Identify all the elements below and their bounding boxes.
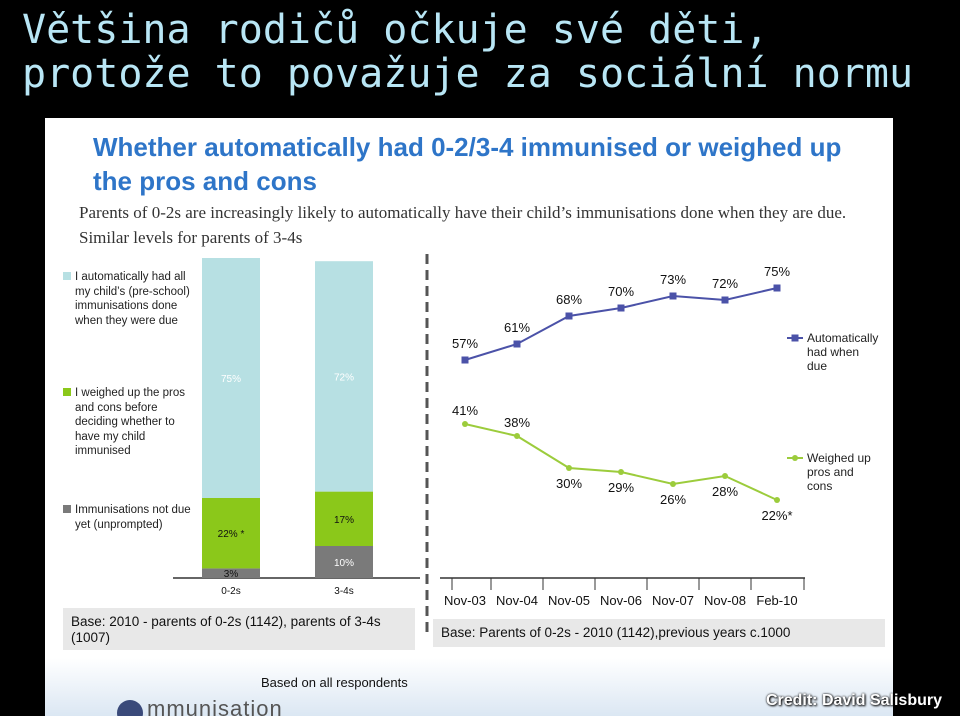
legend-swatch-not-due <box>63 505 71 513</box>
line-data-label: 72% <box>712 276 738 291</box>
base-note-left: Base: 2010 - parents of 0-2s (1142), par… <box>63 608 415 650</box>
line-legend-label-part: had when <box>807 345 859 359</box>
line-point <box>462 421 468 427</box>
line-data-label: 70% <box>608 284 634 299</box>
line-legend-marker <box>791 334 799 342</box>
line-category-label: Feb-10 <box>756 593 797 608</box>
bar-segment-0-2s-1 <box>202 498 260 569</box>
chart-panel: Whether automatically had 0-2/3-4 immuni… <box>45 118 893 716</box>
chart-subtitle: Parents of 0-2s are increasingly likely … <box>79 203 847 247</box>
legend-swatch-automatic <box>63 272 71 280</box>
line-point <box>669 292 677 300</box>
line-data-label: 26% <box>660 492 686 507</box>
line-category-label: Nov-08 <box>704 593 746 608</box>
line-data-label: 68% <box>556 292 582 307</box>
bar-segment-3-4s-2 <box>315 546 373 578</box>
slide-title: Většina rodičů očkuje své děti, protože … <box>22 8 952 96</box>
bar-segment-0-2s-2 <box>202 568 260 578</box>
bar-segment-0-2s-0 <box>202 258 260 498</box>
bar-data-label: 75% <box>221 374 241 385</box>
line-data-label: 28% <box>712 484 738 499</box>
line-data-label: 73% <box>660 272 686 287</box>
line-point <box>514 433 520 439</box>
line-point <box>565 312 573 320</box>
bar-category-label: 0-2s <box>221 586 240 597</box>
chart-canvas: 3% 22% * 75% 0-2s 10% 17% 72% 3-4s Nov-03 Nov-04 N… <box>173 254 878 636</box>
base-note-right: Base: Parents of 0-2s - 2010 (1142),prev… <box>433 619 885 647</box>
line-data-label: 57% <box>452 336 478 351</box>
legend-label-automatic: I automatically had all my child’s (pre-… <box>75 271 190 327</box>
credit-text: Credit: David Salisbury <box>765 692 942 709</box>
logo-icon <box>117 700 143 716</box>
bar-data-label: 17% <box>334 515 354 526</box>
bar-data-label: 72% <box>334 372 354 383</box>
line-point <box>513 340 521 348</box>
line-data-label: 41% <box>452 403 478 418</box>
bar-data-label: 22% * <box>218 529 245 540</box>
legend-label-weighed: I weighed up the pros and cons before de… <box>75 387 185 457</box>
line-legend-label: Weighed up pros and cons <box>807 451 871 493</box>
line-point <box>618 469 624 475</box>
line-point <box>617 304 625 312</box>
line-data-label: 22%* <box>761 508 792 523</box>
line-data-label: 38% <box>504 415 530 430</box>
bar-data-label: 10% <box>334 558 354 569</box>
line-category-label: Nov-03 <box>444 593 486 608</box>
legend-item-weighed: I weighed up the pros and cons before de… <box>63 386 198 459</box>
line-category-label: Nov-06 <box>600 593 642 608</box>
slide-title-line1: Většina rodičů očkuje své děti, <box>22 7 769 53</box>
bar-segment-3-4s-0 <box>315 261 373 492</box>
based-on-all-note: Based on all respondents <box>261 675 408 690</box>
line-category-label: Nov-07 <box>652 593 694 608</box>
slide-title-line2: protože to považuje za sociální normu <box>22 51 914 97</box>
legend-label-not-due: Immunisations not due yet (unprompted) <box>75 504 191 531</box>
line-point <box>773 284 781 292</box>
line-legend-label-part: Weighed up <box>807 451 871 465</box>
line-point <box>566 465 572 471</box>
line-category-label: Nov-05 <box>548 593 590 608</box>
bottom-gradient <box>45 658 893 716</box>
chart-title: Whether automatically had 0-2/3-4 immuni… <box>93 132 842 196</box>
line-legend-marker <box>792 455 798 461</box>
line-legend-label: Automatically had when due <box>807 331 878 373</box>
line-legend-label-part: cons <box>807 479 832 493</box>
line-legend-label-part: Automatically <box>807 331 878 345</box>
line-point <box>461 356 469 364</box>
legend-item-not-due: Immunisations not due yet (unprompted) <box>63 503 198 532</box>
line-legend-label-part: due <box>807 359 827 373</box>
line-data-label: 61% <box>504 320 530 335</box>
line-legend-label-part: pros and <box>807 465 854 479</box>
line-data-label: 29% <box>608 480 634 495</box>
legend-swatch-weighed <box>63 388 71 396</box>
line-category-label: Nov-04 <box>496 593 538 608</box>
logo-text: mmunisation <box>147 696 283 716</box>
line-point <box>670 481 676 487</box>
bar-segment-3-4s-1 <box>315 491 373 546</box>
line-data-label: 75% <box>764 264 790 279</box>
legend-item-automatic: I automatically had all my child’s (pre-… <box>63 270 198 328</box>
line-point <box>721 296 729 304</box>
line-data-label: 30% <box>556 476 582 491</box>
bar-category-label: 3-4s <box>334 586 353 597</box>
bar-data-label: 3% <box>224 569 239 580</box>
line-point <box>722 473 728 479</box>
line-point <box>774 497 780 503</box>
